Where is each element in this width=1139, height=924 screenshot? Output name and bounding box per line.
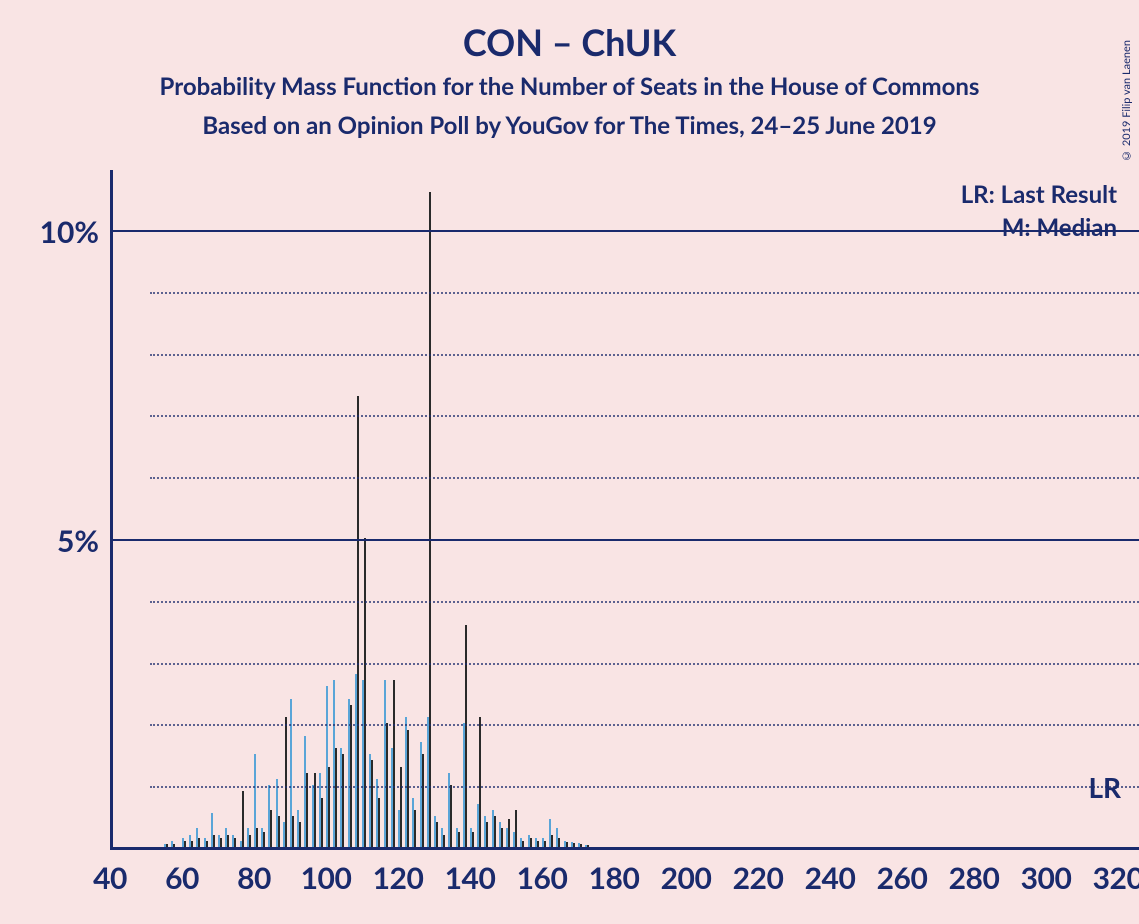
gridline-minor (150, 477, 1139, 479)
x-tick-label: 260 (877, 860, 928, 896)
y-tick-label: 5% (57, 523, 99, 559)
bar-secondary (522, 841, 524, 847)
bar-secondary (400, 767, 402, 847)
chart-subtitle-1: Probability Mass Function for the Number… (0, 72, 1139, 101)
bar-secondary (465, 625, 467, 847)
bar-secondary (530, 838, 532, 847)
bar-secondary (263, 832, 265, 847)
bar-secondary (299, 822, 301, 847)
bar-secondary (508, 819, 510, 847)
bar-secondary (573, 843, 575, 847)
bar-secondary (256, 828, 258, 847)
bars-layer (110, 170, 1139, 847)
bar-secondary (227, 835, 229, 847)
y-tick-label: 10% (40, 214, 99, 250)
x-tick-label: 160 (517, 860, 568, 896)
bar-secondary (422, 754, 424, 847)
bar-secondary (443, 835, 445, 847)
gridline-major (110, 230, 1139, 232)
x-tick-label: 60 (165, 860, 199, 896)
bar-secondary (342, 754, 344, 847)
bar-secondary (436, 822, 438, 847)
x-tick-label: 300 (1021, 860, 1072, 896)
bar-secondary (335, 748, 337, 847)
x-tick-label: 200 (661, 860, 712, 896)
x-axis (110, 847, 1139, 850)
lr-marker-label: LR (1088, 770, 1121, 804)
x-tick-label: 240 (805, 860, 856, 896)
bar-secondary (587, 845, 589, 847)
bar-secondary (306, 773, 308, 847)
x-tick-label: 320 (1093, 860, 1139, 896)
bar-secondary (206, 841, 208, 847)
x-tick-label: 180 (589, 860, 640, 896)
bar-secondary (191, 841, 193, 847)
x-tick-label: 40 (93, 860, 127, 896)
x-tick-label: 80 (237, 860, 271, 896)
bar-secondary (494, 816, 496, 847)
bar-secondary (429, 192, 431, 847)
bar-secondary (378, 798, 380, 847)
x-tick-label: 280 (949, 860, 1000, 896)
bar-secondary (321, 798, 323, 847)
bar-secondary (173, 844, 175, 847)
bar-secondary (213, 835, 215, 847)
bar-secondary (393, 680, 395, 847)
x-tick-label: 120 (373, 860, 424, 896)
copyright-notice: © 2019 Filip van Laenen (1120, 40, 1133, 162)
bar-secondary (364, 538, 366, 847)
bar-secondary (472, 832, 474, 847)
gridline-major (110, 539, 1139, 541)
bar-secondary (314, 773, 316, 847)
bar-secondary (234, 838, 236, 847)
bar-secondary (580, 844, 582, 847)
bar-secondary (285, 717, 287, 847)
bar-secondary (166, 844, 168, 847)
gridline-minor (150, 354, 1139, 356)
x-tick-label: 140 (445, 860, 496, 896)
bar-secondary (328, 767, 330, 847)
bar-secondary (458, 832, 460, 847)
bar-secondary (292, 816, 294, 847)
chart-title: CON – ChUK (0, 20, 1139, 64)
gridline-minor (150, 292, 1139, 294)
chart-plot-area (110, 170, 1139, 850)
bar-secondary (414, 810, 416, 847)
bar-secondary (198, 838, 200, 847)
bar-secondary (544, 841, 546, 847)
chart-subtitle-2: Based on an Opinion Poll by YouGov for T… (0, 111, 1139, 140)
bar-secondary (537, 841, 539, 847)
x-tick-label: 220 (733, 860, 784, 896)
gridline-minor (150, 724, 1139, 726)
bar-secondary (357, 396, 359, 847)
bar-secondary (551, 835, 553, 847)
bar-secondary (407, 730, 409, 847)
bar-secondary (371, 760, 373, 847)
bar-secondary (242, 791, 244, 847)
bar-secondary (515, 810, 517, 847)
bar-secondary (501, 828, 503, 847)
bar-secondary (249, 835, 251, 847)
title-block: CON – ChUK Probability Mass Function for… (0, 0, 1139, 140)
bar-secondary (270, 810, 272, 847)
gridline-minor (150, 663, 1139, 665)
bar-secondary (220, 838, 222, 847)
bar-secondary (479, 717, 481, 847)
bar-secondary (486, 822, 488, 847)
gridline-minor (150, 601, 1139, 603)
gridline-minor (150, 786, 1139, 788)
bar-secondary (184, 841, 186, 847)
gridline-minor (150, 415, 1139, 417)
bar-secondary (278, 816, 280, 847)
bar-secondary (558, 838, 560, 847)
bar-secondary (386, 723, 388, 847)
bar-secondary (566, 842, 568, 847)
x-tick-label: 100 (301, 860, 352, 896)
bar-secondary (450, 785, 452, 847)
